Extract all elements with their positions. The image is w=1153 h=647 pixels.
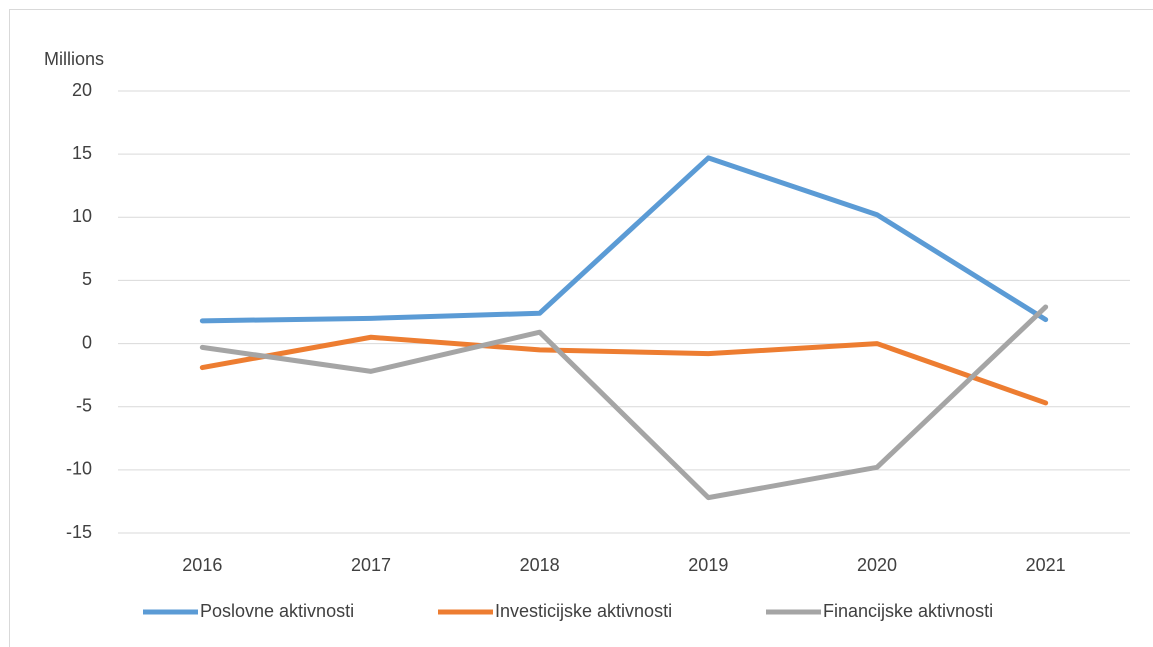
chart-frame [9,9,1153,647]
data-line [199,334,1049,406]
data-line [199,155,1049,324]
y-tick-label: 15 [72,143,92,163]
x-tick-label: 2021 [1026,555,1066,575]
x-tick-label: 2017 [351,555,391,575]
y-tick-label: 0 [82,332,92,352]
x-tick-label: 2018 [520,555,560,575]
y-axis-label: Millions [44,49,104,69]
y-tick-label: 20 [72,80,92,100]
y-tick-label: 5 [82,269,92,289]
y-tick-label: -15 [66,522,92,542]
x-tick-label: 2020 [857,555,897,575]
data-line [199,304,1049,501]
y-tick-label: 10 [72,206,92,226]
x-tick-label: 2019 [688,555,728,575]
y-tick-label: -5 [76,395,92,415]
legend-label: Financijske aktivnosti [823,601,993,621]
legend-label: Poslovne aktivnosti [200,601,354,621]
y-tick-label: -10 [66,459,92,479]
x-tick-label: 2016 [182,555,222,575]
legend-label: Investicijske aktivnosti [495,601,672,621]
